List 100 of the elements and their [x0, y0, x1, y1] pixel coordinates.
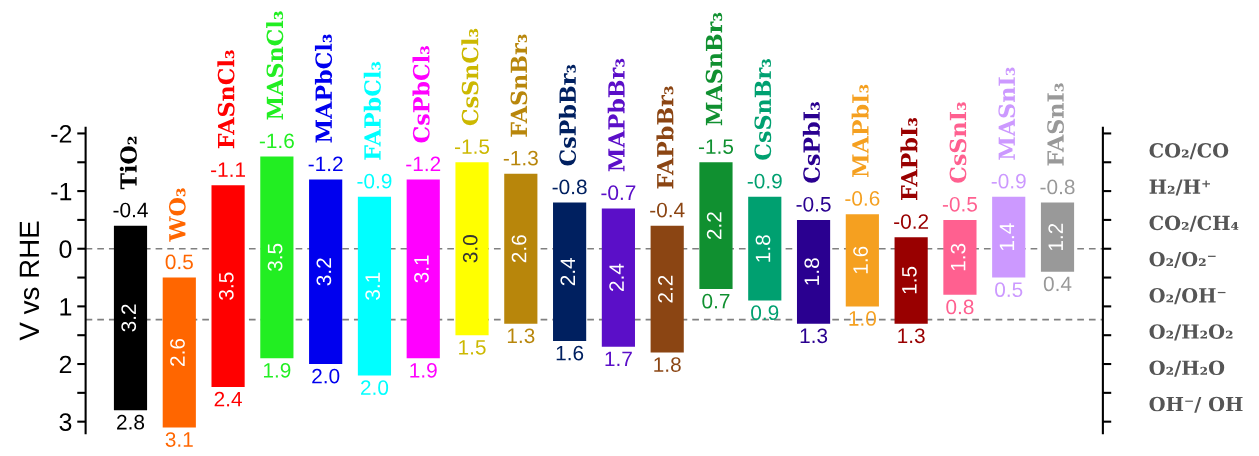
- data-label: 1.4: [999, 223, 1015, 251]
- bar: [162, 277, 196, 428]
- data-label: 1.8: [755, 235, 771, 262]
- text: O₂/H₂O: [1149, 360, 1225, 377]
- y-axis-title: V vs RHE: [19, 221, 40, 341]
- x-tick-label: FASnCl₃: [217, 50, 235, 149]
- data-label: 3.2: [121, 304, 137, 332]
- x-tick-label: MASnI₃: [998, 67, 1016, 160]
- bar: [699, 162, 733, 290]
- data-label: 1.5: [902, 266, 917, 294]
- annotation: 0.9: [751, 305, 779, 321]
- data-label: 2.2: [658, 275, 673, 303]
- annotation: -0.9: [991, 173, 1026, 189]
- x-tick-label: CsSnBr₃: [754, 59, 772, 160]
- annotation: -0.5: [942, 196, 978, 212]
- bar: [504, 173, 538, 324]
- annotation: -1.3: [503, 150, 538, 166]
- annotation: 1.3: [800, 328, 828, 344]
- bar: [357, 196, 392, 376]
- x-tick-label: MAPbCl₃: [314, 34, 333, 143]
- x-tick-label: MASnCl₃: [266, 11, 284, 120]
- text: O₂/OH⁻: [1149, 287, 1226, 305]
- x-tick-label: MAPbI₃: [851, 84, 869, 178]
- x-tick-label: FASnBr₃: [510, 34, 528, 137]
- annotation: 1.3: [898, 328, 925, 344]
- annotation: -0.9: [357, 173, 392, 189]
- data-label: 2.4: [609, 263, 624, 291]
- bar: [406, 179, 440, 359]
- annotation: -0.2: [894, 214, 929, 229]
- annotation: -1.2: [308, 156, 343, 172]
- annotation: 1.0: [849, 311, 877, 326]
- data-label: 3.5: [218, 272, 234, 300]
- data-label: 2.6: [511, 235, 527, 263]
- annotation: 1.6: [556, 345, 584, 361]
- text: O₂/O₂⁻: [1149, 251, 1216, 268]
- x-tick-label: CsPbI₃: [802, 102, 821, 183]
- data-label: 1.6: [853, 246, 868, 274]
- annotation: 0.5: [165, 254, 193, 270]
- x-tick-label: CsPbCl₃: [412, 46, 430, 143]
- data-label: 2.4: [560, 257, 575, 286]
- annotation: 1.9: [410, 362, 437, 378]
- x-tick-label: TiO₂: [119, 136, 137, 190]
- annotation: -0.8: [552, 179, 587, 195]
- bar: [309, 179, 343, 365]
- bar: [1040, 202, 1075, 272]
- bar: [748, 196, 782, 301]
- annotation: 0.5: [995, 282, 1023, 298]
- y-tick-label: 3: [59, 413, 72, 431]
- bar: [553, 202, 587, 341]
- x-tick-label: CsSnCl₃: [461, 28, 479, 126]
- annotation: 3.1: [165, 432, 193, 447]
- data-label: 3.2: [316, 258, 332, 286]
- annotation: 1.9: [263, 362, 291, 378]
- annotation: 2.0: [312, 368, 340, 384]
- y-tick-label: 2: [59, 355, 72, 374]
- x-tick-label: FAPbBr₃: [656, 86, 674, 189]
- text: CO₂/CH₄: [1149, 215, 1239, 232]
- bar: [650, 225, 684, 353]
- x-tick-label: MASnBr₃: [705, 12, 723, 126]
- y-tick-label: 0: [59, 240, 72, 259]
- text: H₂/H⁺: [1149, 179, 1210, 196]
- annotation: -0.7: [601, 185, 636, 201]
- data-label: 3.1: [414, 255, 429, 283]
- annotation: 0.7: [702, 293, 730, 309]
- annotation: 1.7: [605, 351, 632, 366]
- bar: [943, 219, 977, 295]
- x-tick-label: MAPbBr₃: [607, 58, 625, 172]
- bar: [260, 156, 294, 359]
- y-tick-label: -2: [51, 125, 72, 143]
- y-tick-label: 1: [60, 298, 72, 316]
- x-tick-label: CsSnI₃: [949, 102, 967, 183]
- annotation: -0.4: [650, 202, 685, 218]
- bar: [601, 208, 635, 347]
- data-label: 1.8: [804, 258, 820, 285]
- annotation: -1.5: [698, 139, 734, 154]
- data-label: 3.1: [365, 272, 381, 300]
- annotation: -0.6: [845, 191, 880, 206]
- x-tick-label: FASnI₃: [1047, 83, 1064, 166]
- x-tick-label: FAPbI₃: [900, 117, 918, 201]
- annotation: -0.4: [113, 202, 148, 218]
- annotation: 1.3: [507, 328, 535, 344]
- annotation: 0.8: [946, 299, 974, 315]
- annotation: 1.8: [654, 357, 681, 372]
- text: CO₂/CO: [1149, 143, 1229, 160]
- annotation: 2.0: [361, 380, 389, 396]
- data-label: 3.0: [462, 235, 478, 263]
- bar: [894, 237, 928, 324]
- annotation: -0.5: [796, 196, 831, 212]
- bar: [211, 185, 245, 388]
- annotation: -0.8: [1040, 179, 1075, 195]
- bar: [845, 214, 879, 307]
- data-label: 1.2: [1048, 223, 1063, 251]
- annotation: 1.5: [459, 340, 486, 355]
- annotation: -1.2: [406, 156, 441, 172]
- annotation: -1.6: [259, 133, 294, 149]
- annotation: -1.5: [455, 139, 490, 154]
- bar: [796, 219, 831, 324]
- data-label: 2.6: [170, 338, 185, 366]
- x-tick-label: WO₃: [168, 188, 186, 242]
- bar: [992, 196, 1026, 278]
